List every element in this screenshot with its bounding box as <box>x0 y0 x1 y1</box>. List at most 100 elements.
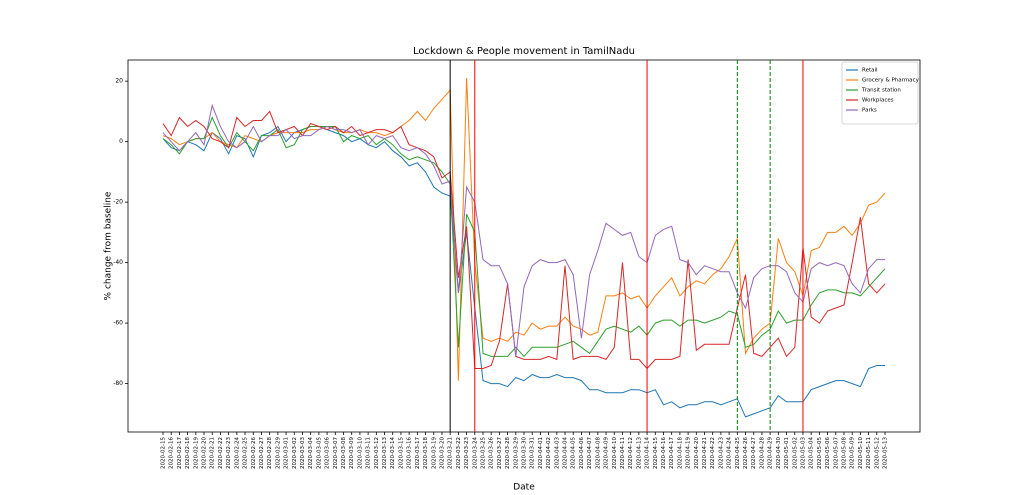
legend-label: Workplaces <box>862 98 894 104</box>
x-tick-label: 2020-03-02 <box>292 437 298 469</box>
y-tick-label: 20 <box>115 78 123 85</box>
x-tick-label: 2020-04-27 <box>751 437 757 469</box>
legend-label: Parks <box>862 108 877 114</box>
x-tick-label: 2020-03-19 <box>431 437 437 469</box>
x-tick-label: 2020-04-05 <box>571 437 577 469</box>
x-tick-label: 2020-04-26 <box>743 437 749 469</box>
x-tick-label: 2020-04-29 <box>768 437 774 469</box>
x-tick-label: 2020-05-11 <box>866 437 872 469</box>
x-tick-label: 2020-04-10 <box>612 437 618 469</box>
x-tick-label: 2020-02-16 <box>169 437 175 469</box>
x-tick-label: 2020-04-08 <box>595 437 601 469</box>
x-tick-label: 2020-03-18 <box>423 437 429 469</box>
x-tick-label: 2020-04-01 <box>538 437 544 469</box>
chart-title: Lockdown & People movement in TamilNadu <box>413 46 635 57</box>
x-tick-label: 2020-03-06 <box>325 437 331 469</box>
x-tick-label: 2020-03-03 <box>300 437 306 469</box>
x-axis-label: Date <box>513 483 535 493</box>
y-tick-label: 0 <box>119 138 123 145</box>
x-tick-label: 2020-03-27 <box>497 437 503 469</box>
x-tick-label: 2020-03-21 <box>448 437 454 469</box>
x-tick-label: 2020-03-17 <box>415 437 421 469</box>
x-tick-label: 2020-03-25 <box>480 437 486 469</box>
x-tick-label: 2020-04-12 <box>628 437 634 469</box>
x-tick-label: 2020-04-02 <box>546 437 552 469</box>
y-tick-label: -80 <box>113 380 123 387</box>
legend-box <box>841 61 919 125</box>
x-tick-label: 2020-02-22 <box>218 437 224 469</box>
x-tick-label: 2020-04-19 <box>686 437 692 469</box>
x-tick-label: 2020-04-14 <box>645 437 651 469</box>
x-tick-label: 2020-02-29 <box>275 437 281 469</box>
x-tick-label: 2020-02-15 <box>161 437 167 469</box>
x-tick-label: 2020-05-02 <box>792 437 798 469</box>
series-line <box>162 125 885 418</box>
x-tick-label: 2020-04-13 <box>636 437 642 469</box>
x-tick-label: 2020-04-03 <box>554 437 560 469</box>
x-tick-label: 2020-03-31 <box>530 437 536 469</box>
x-tick-label: 2020-04-18 <box>677 437 683 469</box>
x-tick-label: 2020-03-28 <box>505 437 511 469</box>
x-tick-label: 2020-05-09 <box>850 437 856 469</box>
x-tick-label: 2020-05-03 <box>800 437 806 469</box>
x-tick-label: 2020-05-05 <box>817 437 823 469</box>
series-line <box>162 78 886 381</box>
x-tick-label: 2020-04-07 <box>587 437 593 469</box>
series-line <box>162 116 886 358</box>
x-tick-label: 2020-04-16 <box>661 437 667 469</box>
x-tick-label: 2020-02-20 <box>202 437 208 469</box>
x-tick-label: 2020-05-01 <box>784 437 790 469</box>
x-tick-label: 2020-04-17 <box>669 437 675 469</box>
x-tick-label: 2020-02-27 <box>259 437 265 469</box>
x-tick-label: 2020-02-19 <box>193 437 199 469</box>
legend-label: Retail <box>862 68 878 74</box>
x-tick-label: 2020-04-28 <box>759 437 765 469</box>
x-tick-label: 2020-04-09 <box>604 437 610 469</box>
x-tick-label: 2020-05-12 <box>874 437 880 469</box>
series-line <box>162 110 886 370</box>
x-tick-label: 2020-04-11 <box>620 437 626 469</box>
x-tick-label: 2020-02-25 <box>243 437 249 469</box>
x-tick-label: 2020-03-23 <box>464 437 470 469</box>
x-tick-label: 2020-03-01 <box>284 437 290 469</box>
x-tick-label: 2020-03-20 <box>439 437 445 469</box>
x-tick-label: 2020-04-30 <box>776 437 782 469</box>
x-tick-label: 2020-03-13 <box>382 437 388 469</box>
x-tick-label: 2020-03-10 <box>357 437 363 469</box>
x-tick-label: 2020-02-26 <box>251 437 257 469</box>
x-tick-label: 2020-05-07 <box>833 437 839 469</box>
x-tick-label: 2020-05-04 <box>809 437 815 469</box>
x-tick-label: 2020-04-22 <box>710 437 716 469</box>
legend-label: Grocery & Pharmacy <box>862 78 920 84</box>
x-tick-label: 2020-02-23 <box>226 437 232 469</box>
x-tick-label: 2020-03-22 <box>456 437 462 469</box>
x-tick-label: 2020-02-17 <box>177 437 183 469</box>
x-tick-label: 2020-04-25 <box>735 437 741 469</box>
y-tick-label: -60 <box>113 320 123 327</box>
x-tick-label: 2020-03-30 <box>522 437 528 469</box>
x-tick-label: 2020-04-24 <box>727 437 733 469</box>
x-tick-label: 2020-04-06 <box>579 437 585 469</box>
x-tick-label: 2020-05-13 <box>883 437 889 469</box>
x-tick-label: 2020-04-04 <box>563 437 569 469</box>
x-tick-label: 2020-02-24 <box>234 437 240 469</box>
x-tick-label: 2020-05-10 <box>858 437 864 469</box>
x-tick-label: 2020-02-18 <box>185 437 191 469</box>
x-tick-label: 2020-02-21 <box>210 437 216 469</box>
x-tick-label: 2020-05-08 <box>841 437 847 469</box>
x-tick-label: 2020-04-20 <box>694 437 700 469</box>
x-tick-label: 2020-03-12 <box>374 437 380 469</box>
x-tick-label: 2020-04-23 <box>718 437 724 469</box>
y-tick-label: -20 <box>113 199 123 206</box>
plot-frame <box>127 59 921 433</box>
x-tick-label: 2020-03-14 <box>390 437 396 469</box>
series-line <box>162 103 885 357</box>
x-tick-label: 2020-03-07 <box>333 437 339 469</box>
x-tick-label: 2020-03-05 <box>316 437 322 469</box>
x-tick-label: 2020-03-24 <box>472 437 478 469</box>
x-tick-label: 2020-03-08 <box>341 437 347 469</box>
x-tick-label: 2020-05-06 <box>825 437 831 469</box>
x-tick-label: 2020-03-16 <box>407 437 413 469</box>
x-tick-label: 2020-03-11 <box>366 437 372 469</box>
